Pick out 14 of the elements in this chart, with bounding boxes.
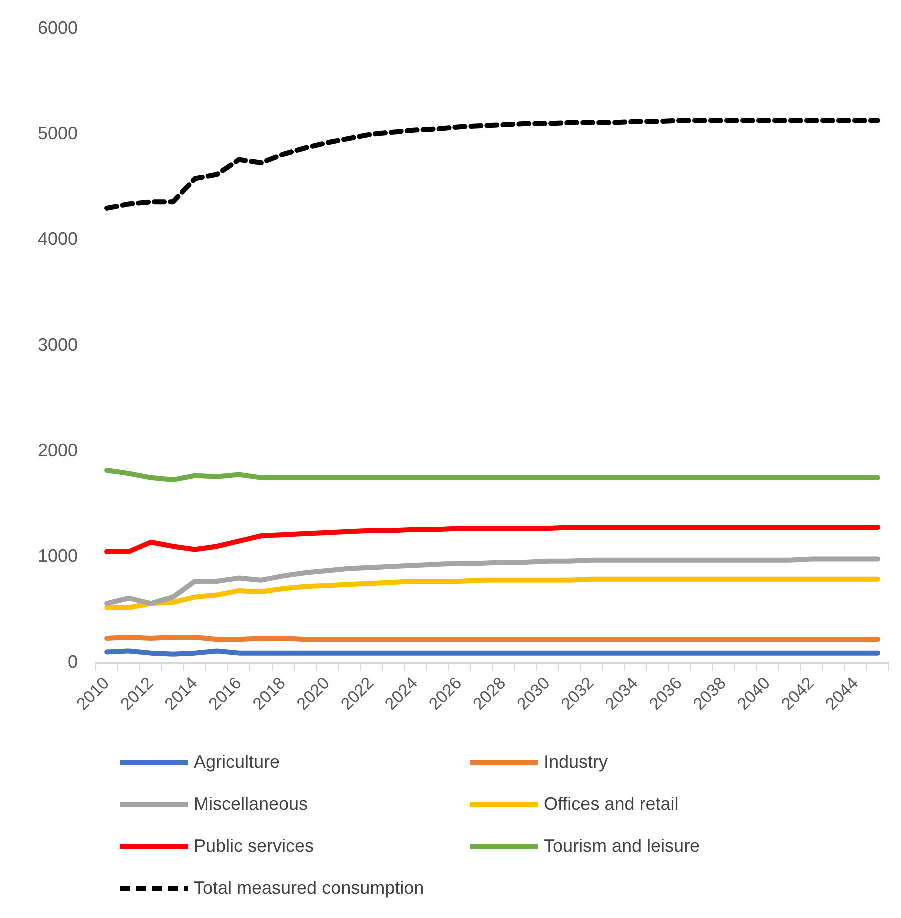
y-tick-label: 6000 bbox=[38, 18, 78, 38]
legend-label: Tourism and leisure bbox=[544, 836, 700, 856]
legend-label: Total measured consumption bbox=[194, 878, 424, 898]
y-tick-label: 3000 bbox=[38, 334, 78, 355]
y-tick-label: 2000 bbox=[38, 440, 78, 460]
y-tick-label: 0 bbox=[68, 652, 78, 672]
legend-label: Miscellaneous bbox=[194, 794, 308, 814]
y-tick-label: 4000 bbox=[38, 229, 78, 250]
legend-label: Public services bbox=[194, 836, 314, 856]
legend-label: Industry bbox=[544, 752, 608, 772]
legend-label: Offices and retail bbox=[544, 794, 679, 814]
y-tick-label: 5000 bbox=[38, 123, 78, 144]
legend-label: Agriculture bbox=[194, 752, 280, 772]
y-tick-label: 1000 bbox=[38, 546, 78, 566]
